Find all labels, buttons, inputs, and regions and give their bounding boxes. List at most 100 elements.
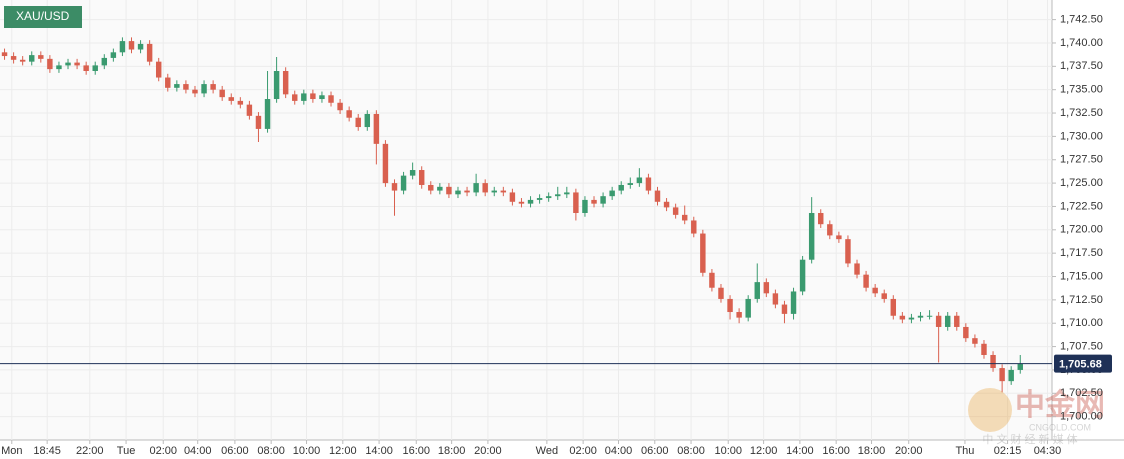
candle-body xyxy=(219,89,225,98)
x-tick-label: Thu xyxy=(955,445,974,457)
candle-body xyxy=(174,84,180,88)
x-tick-label: 04:30 xyxy=(1034,445,1062,457)
last-price-badge xyxy=(1054,354,1112,373)
x-tick-label: 14:00 xyxy=(786,445,814,457)
x-tick-label: 04:00 xyxy=(184,445,212,457)
candle-body xyxy=(328,95,334,103)
x-tick-label: 06:00 xyxy=(221,445,249,457)
x-tick-label: 02:00 xyxy=(569,445,597,457)
candle-body xyxy=(319,95,325,100)
candles xyxy=(0,37,1052,393)
candle-body xyxy=(808,212,815,260)
candle-body xyxy=(446,186,452,195)
candle-body xyxy=(845,239,851,264)
candle-body xyxy=(346,110,352,118)
candle-body xyxy=(944,315,951,327)
watermark-url: CNGOLD.COM xyxy=(1029,422,1091,432)
candle-body xyxy=(691,220,697,234)
candle-body xyxy=(391,183,398,191)
candle-body xyxy=(999,368,1005,382)
candle-body xyxy=(745,298,751,318)
candle-body xyxy=(201,84,207,94)
y-tick-label: 1,742.50 xyxy=(1060,14,1103,26)
chart-title: XAU/USD xyxy=(16,9,70,23)
candle-body xyxy=(908,317,915,320)
candle-body xyxy=(555,194,561,197)
y-tick-label: 1,730.00 xyxy=(1060,130,1103,142)
candle-body xyxy=(972,338,978,344)
x-tick-label: 20:00 xyxy=(474,445,502,457)
candle-body xyxy=(618,184,624,191)
x-tick-label: 18:00 xyxy=(438,445,466,457)
x-tick-label: 10:00 xyxy=(293,445,321,457)
candle-body xyxy=(881,293,887,299)
candle-body xyxy=(718,287,724,299)
candle-body xyxy=(455,190,461,195)
candle-body xyxy=(890,298,897,316)
y-tick-label: 1,722.50 xyxy=(1060,200,1103,212)
candle-body xyxy=(192,89,198,94)
candle-body xyxy=(491,190,497,193)
candle-body xyxy=(781,304,788,314)
candle-body xyxy=(255,115,262,129)
candle-body xyxy=(101,57,108,66)
candle-body xyxy=(29,55,35,62)
candle-body xyxy=(364,113,371,128)
candle-body xyxy=(400,175,407,191)
candle-body xyxy=(700,233,706,273)
candle-body xyxy=(301,93,307,101)
x-tick-label: 04:00 xyxy=(605,445,633,457)
candle-body xyxy=(428,184,434,191)
candle-body xyxy=(1017,363,1023,370)
y-tick-label: 1,702.50 xyxy=(1060,387,1103,399)
candle-body xyxy=(935,315,942,327)
candle-body xyxy=(282,70,289,95)
x-tick-label: 14:00 xyxy=(365,445,393,457)
candle-body xyxy=(963,326,969,339)
candle-body xyxy=(47,58,53,70)
y-tick-label: 1,737.50 xyxy=(1060,60,1103,72)
candle-body xyxy=(237,100,244,105)
watermark-title: 中金网 xyxy=(1015,388,1105,422)
watermark-logo xyxy=(968,388,1012,432)
last-price-label: 1,705.68 xyxy=(1059,358,1102,370)
x-tick-label: 18:45 xyxy=(33,445,61,457)
candle-body xyxy=(437,186,443,191)
plot-area xyxy=(0,0,1052,440)
x-tick-label: 12:00 xyxy=(329,445,357,457)
x-tick-label: 08:00 xyxy=(257,445,285,457)
candle-body xyxy=(527,199,534,204)
y-tick-label: 1,732.50 xyxy=(1060,107,1103,119)
y-tick-label: 1,707.50 xyxy=(1060,340,1103,352)
candle-body xyxy=(609,190,615,197)
candle-body xyxy=(1008,369,1014,382)
x-tick-label: 22:00 xyxy=(76,445,104,457)
y-tick-label: 1,710.00 xyxy=(1060,317,1103,329)
candle-body xyxy=(899,315,906,320)
candle-body xyxy=(409,170,416,176)
candle-body xyxy=(836,235,842,240)
y-tick-label: 1,725.00 xyxy=(1060,177,1103,189)
candle-body xyxy=(382,143,389,184)
candle-body xyxy=(636,177,643,184)
candle-body xyxy=(763,282,770,294)
y-tick-label: 1,740.00 xyxy=(1060,37,1103,49)
candle-body xyxy=(373,113,380,144)
candle-body xyxy=(926,315,933,317)
candle-body xyxy=(119,41,126,53)
x-tick-label: 12:00 xyxy=(750,445,778,457)
candle-body xyxy=(827,224,833,236)
x-tick-label: Wed xyxy=(536,445,558,457)
y-tick-label: 1,717.50 xyxy=(1060,247,1103,259)
x-tick-label: 16:00 xyxy=(822,445,850,457)
candle-body xyxy=(509,192,516,202)
candle-body xyxy=(990,354,996,369)
candle-body xyxy=(709,272,715,288)
y-tick-label: 1,735.00 xyxy=(1060,84,1103,96)
candle-body xyxy=(573,192,579,213)
candle-body xyxy=(355,117,361,128)
candle-body xyxy=(38,55,44,59)
watermark-tagline: 中 文 财 经 新 媒 体 xyxy=(982,432,1077,446)
